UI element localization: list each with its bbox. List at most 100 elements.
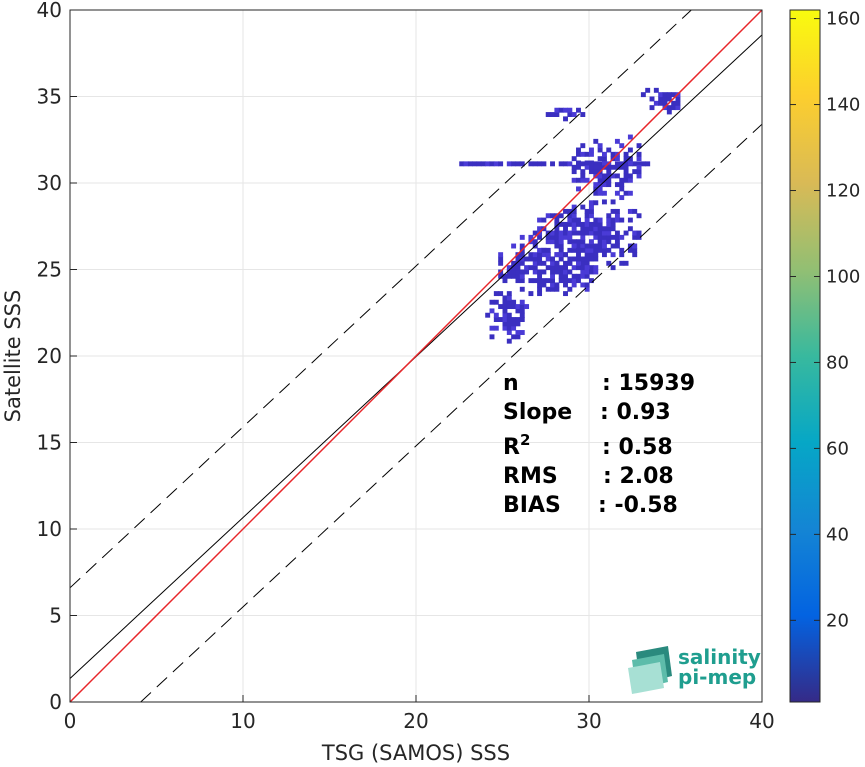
density-cell (601, 190, 607, 196)
density-cell (571, 256, 577, 262)
density-cell (610, 234, 616, 240)
density-cell (601, 182, 607, 188)
stat-value: : 15939 (602, 371, 695, 396)
density-cell (506, 291, 512, 297)
density-cell (519, 299, 525, 305)
density-cell (493, 325, 499, 331)
density-cell (606, 230, 612, 236)
density-cell (506, 325, 512, 331)
density-cell (619, 161, 625, 167)
density-cell (601, 156, 607, 162)
density-cell (580, 269, 586, 275)
density-cell (601, 160, 607, 166)
density-cell (511, 265, 517, 271)
density-cell (571, 112, 577, 117)
density-cell (658, 100, 664, 106)
density-cell (593, 265, 599, 271)
density-cell (524, 304, 530, 310)
density-cell (498, 256, 504, 262)
density-cell (576, 239, 581, 245)
density-cell (576, 265, 581, 271)
y-tick-label: 15 (37, 431, 62, 455)
density-cell (593, 161, 599, 167)
density-cell (627, 208, 633, 214)
density-cell (571, 226, 577, 232)
density-cell (580, 282, 586, 288)
density-cell (601, 234, 607, 240)
density-cell (640, 161, 646, 167)
density-cell (584, 260, 590, 266)
density-cell (584, 273, 590, 279)
density-cell (614, 213, 620, 219)
density-cell (619, 186, 625, 192)
density-cell (597, 161, 603, 167)
density-cell (511, 325, 517, 331)
colorbar-tick-label: 120 (826, 181, 860, 202)
density-cell (619, 177, 625, 183)
density-cell (528, 265, 534, 271)
density-cell (614, 208, 620, 214)
density-cell (671, 92, 677, 98)
density-cell (519, 317, 525, 322)
density-cell (489, 161, 495, 167)
density-cell (671, 105, 677, 111)
density-cell (563, 234, 568, 240)
density-cell (528, 278, 534, 284)
density-cell (519, 273, 525, 279)
stat-value: : 2.08 (603, 464, 674, 489)
density-cell (485, 312, 491, 318)
density-cell (627, 190, 633, 196)
density-cell (558, 213, 564, 219)
density-cell (541, 260, 547, 266)
density-cell (606, 260, 612, 266)
density-cell (567, 230, 573, 236)
density-cell (537, 247, 543, 253)
stat-label: RMS (503, 464, 558, 489)
density-cell (463, 161, 469, 167)
density-cell (528, 256, 534, 262)
density-cell (502, 304, 508, 310)
density-cell (662, 92, 668, 98)
density-cell (558, 247, 564, 253)
density-cell (589, 221, 594, 227)
density-cell (593, 217, 599, 223)
density-cell (545, 234, 551, 240)
density-cell (580, 204, 586, 210)
density-cell (524, 256, 530, 262)
density-cell (515, 260, 521, 266)
density-cell (593, 169, 599, 175)
density-cell (636, 169, 642, 175)
density-cell (519, 278, 525, 284)
density-cell (593, 234, 599, 240)
density-cell (576, 278, 581, 284)
density-cell (515, 161, 521, 167)
density-cell (610, 226, 616, 232)
density-cell (606, 213, 612, 219)
y-tick-label: 30 (37, 171, 62, 195)
density-cell (576, 247, 581, 253)
density-cell (610, 164, 616, 170)
density-cell (571, 278, 577, 284)
density-cell (636, 230, 642, 236)
density-cell (593, 190, 599, 196)
density-cell (563, 273, 568, 279)
density-cell (506, 161, 512, 167)
density-cell (580, 247, 586, 253)
density-cell (593, 243, 599, 249)
density-cell (506, 330, 512, 335)
density-cell (589, 147, 594, 153)
density-cell (532, 256, 538, 262)
density-cell (580, 173, 586, 179)
density-cell (576, 151, 581, 157)
density-cell (610, 265, 616, 271)
density-cell (541, 269, 547, 275)
density-cell (597, 234, 603, 240)
density-cell (614, 230, 620, 236)
density-cell (545, 265, 551, 271)
density-cell (532, 230, 538, 236)
density-cell (554, 265, 560, 271)
density-cell (584, 217, 590, 223)
density-cell (545, 239, 551, 245)
density-cell (550, 239, 555, 245)
logo-mark-icon (628, 646, 672, 694)
